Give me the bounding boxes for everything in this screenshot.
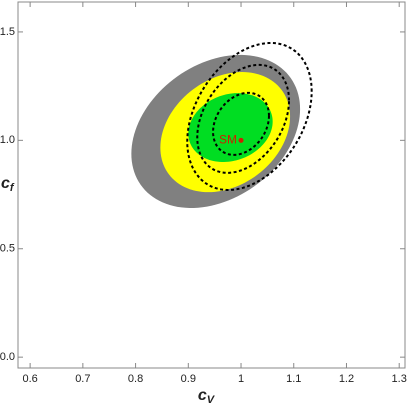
contour-line: [186, 41, 313, 191]
y-tick-label: 1.5: [0, 26, 15, 38]
sm-point: [238, 137, 244, 143]
x-label-main: c: [198, 387, 207, 404]
x-tick-label: 1: [238, 373, 244, 385]
y-label-sub: f: [10, 182, 15, 194]
plot-area: SM: [131, 41, 313, 208]
y-label-main: c: [1, 175, 10, 192]
y-axis-label: cf: [1, 175, 15, 194]
x-tick-label: 0.6: [22, 373, 37, 385]
x-tick-label: 1.1: [286, 373, 301, 385]
x-tick-label: 0.9: [181, 373, 196, 385]
contour-line: [212, 91, 270, 156]
y-tick-label: 0.5: [0, 243, 15, 255]
y-tick-label: 1.0: [0, 134, 15, 146]
sm-label: SM: [219, 133, 237, 147]
x-tick-label: 1.3: [392, 373, 407, 385]
contour-line: [196, 63, 291, 174]
region: [188, 93, 273, 163]
x-tick-label: 1.2: [339, 373, 354, 385]
x-tick-label: 0.7: [75, 373, 90, 385]
frame: [17, 1, 406, 369]
y-tick-label: 0.0: [0, 351, 15, 363]
x-axis-label: cV: [198, 387, 216, 406]
x-tick-label: 0.8: [128, 373, 143, 385]
x-label-sub: V: [207, 394, 216, 406]
